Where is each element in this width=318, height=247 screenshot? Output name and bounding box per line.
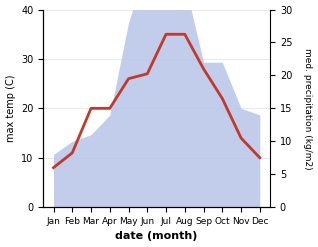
Y-axis label: max temp (C): max temp (C) <box>5 75 16 142</box>
Y-axis label: med. precipitation (kg/m2): med. precipitation (kg/m2) <box>303 48 313 169</box>
X-axis label: date (month): date (month) <box>115 231 198 242</box>
